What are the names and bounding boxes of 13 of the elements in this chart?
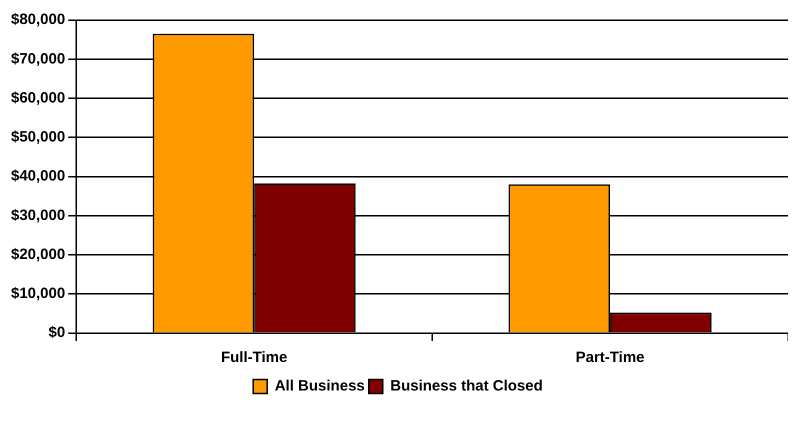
y-tick-label: $70,000 [10,50,66,68]
y-tick-label: $60,000 [10,89,66,106]
y-tick-label: $40,000 [10,168,66,185]
y-tick-label: $80,000 [10,11,66,28]
legend-label: All Business [274,378,365,395]
y-tick-label: $20,000 [10,246,66,263]
y-tick-label: $10,000 [10,285,66,302]
y-tick-label: $30,000 [10,206,66,224]
y-tick-label: $0 [48,324,66,342]
y-tick-label: $50,000 [10,128,66,146]
x-tick-label: Part-Time [576,349,645,366]
x-tick-label: Full-Time [220,349,288,366]
legend-label: Business that Closed [390,378,543,395]
